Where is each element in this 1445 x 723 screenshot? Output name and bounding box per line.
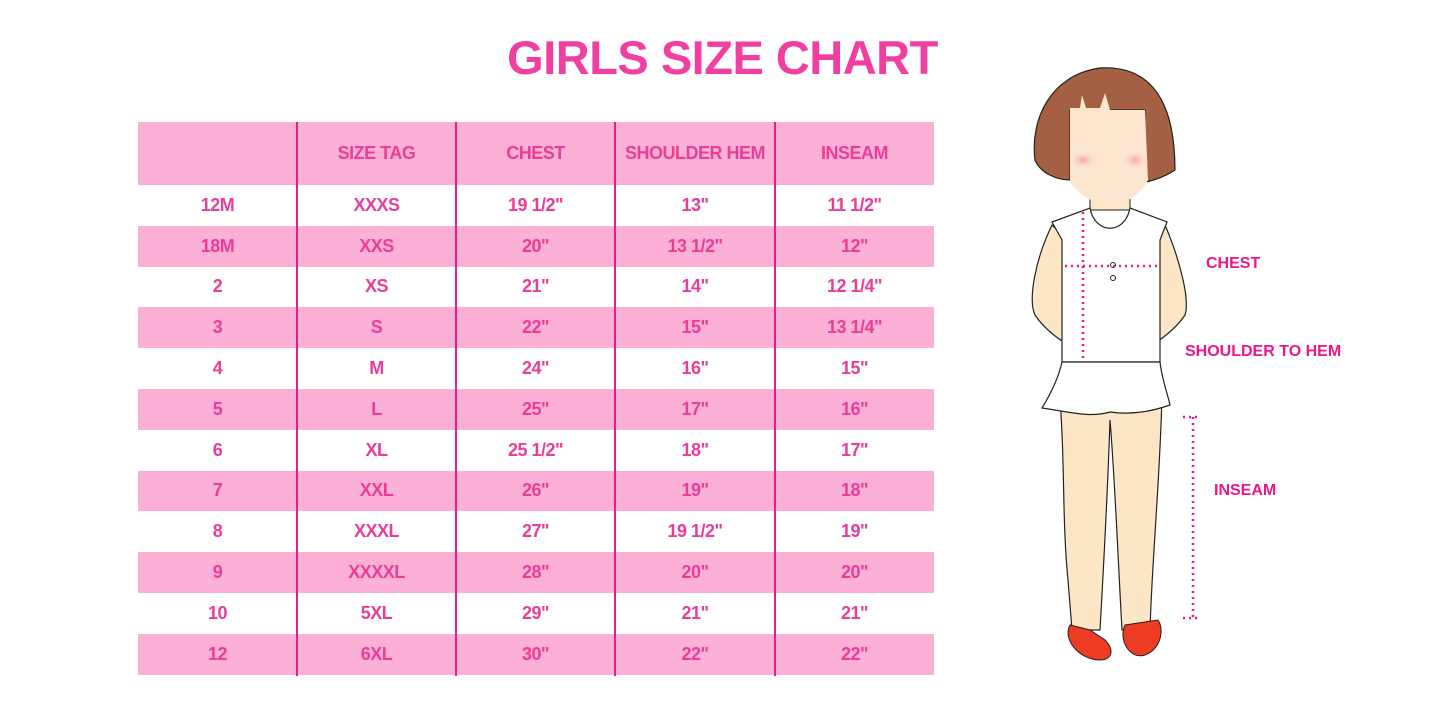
- table-cell: 25": [521, 398, 550, 419]
- table-cell: XL: [365, 439, 388, 460]
- table-row: 2 XS 21" 14" 12 1/4": [138, 267, 934, 308]
- table-cell: 21": [681, 602, 709, 623]
- right-shoe: [1122, 619, 1162, 657]
- table-cell: XXXL: [353, 521, 400, 542]
- table-cell: 27": [521, 521, 550, 542]
- table-header-row: SIZE TAG CHEST SHOULDER HEM INSEAM: [138, 122, 934, 185]
- table-cell: XXXXL: [348, 562, 405, 583]
- table-cell: 19": [840, 521, 869, 542]
- table-row: 7 XXL 26" 19" 18": [138, 470, 934, 512]
- table-cell: 19 1/2": [667, 521, 723, 542]
- table-row: 18M XXS 20" 13 1/2" 12": [138, 225, 934, 267]
- table-cell: 20": [840, 562, 869, 583]
- table-cell: 16": [681, 358, 709, 379]
- table-cell: 13 1/4": [826, 317, 883, 338]
- table-cell: 17": [681, 398, 709, 419]
- column-divider: [614, 122, 616, 676]
- table-cell: XXXS: [353, 194, 400, 215]
- table-row: 12 6XL 30" 22" 22": [138, 633, 934, 675]
- shoulder-to-hem-label: SHOULDER TO HEM: [1185, 343, 1342, 360]
- table-cell: 9: [212, 562, 223, 583]
- table-cell: 19 1/2": [507, 194, 564, 215]
- chest-label: CHEST: [1206, 255, 1261, 272]
- table-cell: 12: [207, 643, 228, 664]
- column-divider: [455, 122, 457, 676]
- hair: [1033, 67, 1176, 183]
- table-cell: L: [371, 398, 382, 419]
- table-cell: M: [369, 358, 384, 379]
- left-shoe: [1067, 624, 1112, 661]
- table-cell: 6: [212, 439, 223, 460]
- header-cell: SIZE TAG: [337, 143, 416, 163]
- table-cell: 3: [212, 317, 223, 338]
- table-cell: 29": [521, 602, 550, 623]
- table-row: 5 L 25" 17" 16": [138, 388, 934, 430]
- table-row: 9 XXXXL 28" 20" 20": [138, 552, 934, 593]
- table-cell: 21": [840, 602, 869, 623]
- table-cell: 24": [521, 358, 550, 379]
- table-cell: 2: [212, 276, 223, 297]
- table-cell: 15": [840, 358, 869, 379]
- table-cell: 22": [521, 317, 550, 338]
- shirt: [1051, 207, 1168, 363]
- table-cell: 20": [681, 562, 709, 583]
- table-cell: 30": [521, 643, 550, 664]
- table-cell: 5XL: [360, 602, 393, 623]
- table-cell: 20": [521, 235, 550, 256]
- page-title: GIRLS SIZE CHART: [507, 31, 938, 84]
- table-cell: 15": [681, 317, 709, 338]
- table-cell: S: [370, 317, 383, 338]
- table-cell: 21": [521, 276, 550, 297]
- table-row: 4 M 24" 16" 15": [138, 348, 934, 389]
- table-cell: 28": [521, 562, 550, 583]
- table-row: 10 5XL 29" 21" 21": [138, 593, 934, 634]
- table-cell: 12M: [200, 194, 235, 215]
- table-row: 3 S 22" 15" 13 1/4": [138, 307, 934, 349]
- table-cell: 22": [840, 643, 869, 664]
- header-cell: INSEAM: [820, 143, 889, 163]
- table-cell: 12": [840, 235, 869, 256]
- table-cell: 14": [681, 276, 709, 297]
- table-cell: 22": [681, 643, 709, 664]
- table-cell: 8: [212, 521, 223, 542]
- header-cell: CHEST: [506, 143, 565, 163]
- table-cell: 7: [212, 480, 223, 501]
- size-chart-table: SIZE TAG CHEST SHOULDER HEM INSEAM 12M XXXS 19…: [138, 122, 934, 675]
- header-cell: SHOULDER HEM: [624, 143, 766, 163]
- column-divider: [774, 122, 776, 676]
- table-row: 12M XXXS 19 1/2" 13" 11 1/2": [138, 185, 934, 226]
- face: [1070, 93, 1148, 205]
- inseam-label: INSEAM: [1214, 482, 1277, 499]
- table-cell: 4: [212, 358, 223, 379]
- column-divider: [296, 122, 298, 676]
- table-cell: XXL: [359, 480, 394, 501]
- table-cell: 5: [212, 398, 223, 419]
- table-row: 8 XXXL 27" 19 1/2" 19": [138, 511, 934, 552]
- table-cell: 19": [681, 480, 709, 501]
- table-cell: 16": [840, 398, 869, 419]
- table-cell: 17": [840, 439, 869, 460]
- table-cell: 12 1/4": [826, 276, 883, 297]
- table-cell: XXS: [359, 235, 394, 256]
- skirt: [1041, 361, 1171, 416]
- table-cell: 10: [207, 602, 228, 623]
- table-cell: 18": [681, 439, 709, 460]
- table-cell: 18": [840, 480, 869, 501]
- table-cell: 18M: [200, 235, 235, 256]
- table-cell: 25 1/2": [507, 439, 564, 460]
- table-cell: 6XL: [360, 643, 393, 664]
- table-cell: 11 1/2": [827, 194, 882, 215]
- table-cell: 13 1/2": [667, 235, 723, 256]
- table-row: 6 XL 25 1/2" 18" 17": [138, 430, 934, 471]
- table-cell: 13": [681, 194, 709, 215]
- table-cell: XS: [364, 276, 389, 297]
- table-cell: 26": [521, 480, 550, 501]
- legs: [1059, 394, 1163, 631]
